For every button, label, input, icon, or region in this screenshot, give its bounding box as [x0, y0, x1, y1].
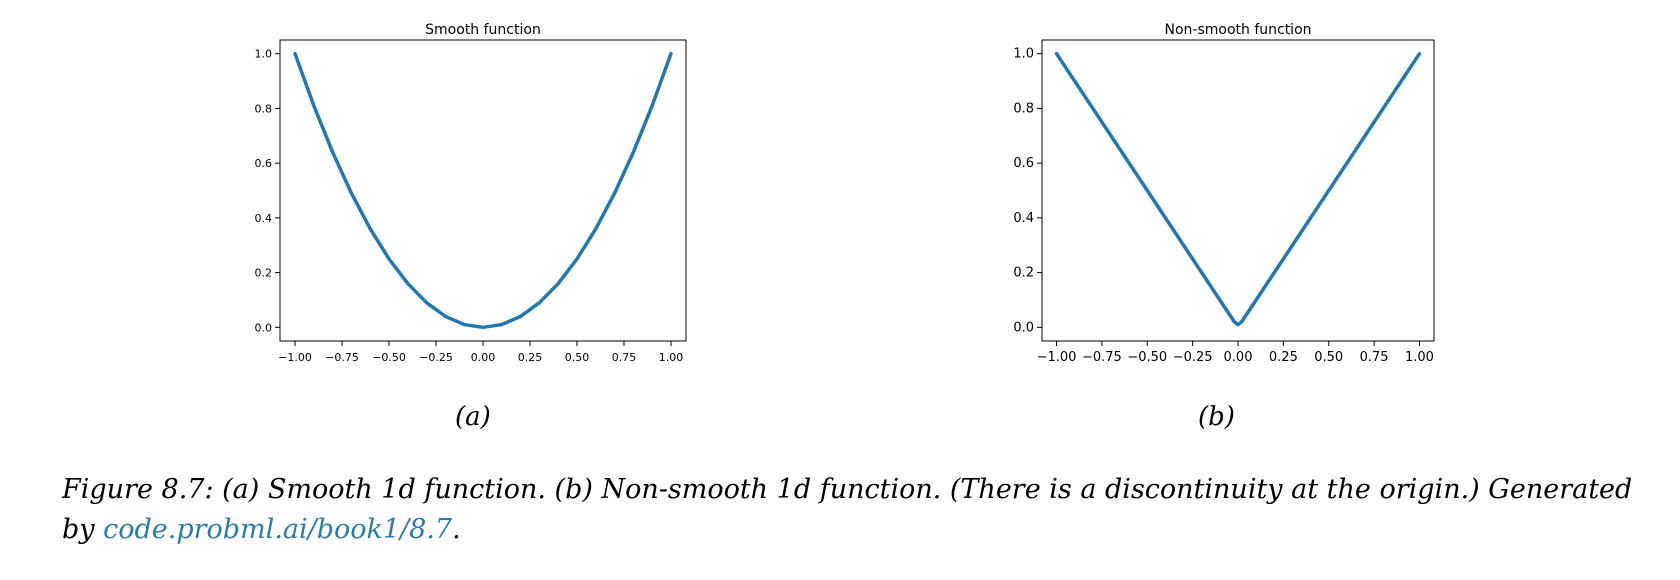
figure-caption: Figure 8.7: (a) Smooth 1d function. (b) …: [62, 470, 1662, 550]
smooth-function-chart: Smooth function −1.00 −0.75 −0.50 −0.25 0.00 0…: [230, 0, 710, 380]
x-tick-label: 0.25: [1269, 350, 1298, 365]
subfigure-label-b: (b): [1198, 402, 1235, 432]
y-tick-label: 0.0: [1013, 320, 1034, 335]
y-tick-label: 0.2: [1013, 266, 1034, 281]
caption-text: Figure 8.7: (a) Smooth 1d function. (b) …: [62, 474, 1633, 545]
y-tick-label: 0.8: [255, 102, 273, 115]
x-tick-label: −1.00: [278, 351, 312, 364]
caption-end: .: [452, 514, 461, 545]
y-tick-label: 0.4: [255, 212, 273, 225]
x-tick-label: 1.00: [1405, 350, 1434, 365]
x-tick-label: −0.50: [372, 351, 406, 364]
y-tick-label: 1.0: [255, 48, 273, 61]
y-tick-label: 0.2: [255, 267, 273, 280]
x-tick-label: −0.50: [1127, 350, 1167, 365]
x-tick-label: 0.50: [565, 351, 590, 364]
series-line-0: [293, 51, 673, 330]
non-smooth-function-chart: Non-smooth function −1.00 −0.75 −0.50 −0.25 0…: [980, 0, 1460, 380]
caption-link[interactable]: code.probml.ai/book1/8.7: [103, 514, 453, 545]
chart-title: Smooth function: [425, 22, 541, 38]
x-tick-label: 0.75: [1360, 350, 1389, 365]
non-smooth-function-plot: Non-smooth function −1.00 −0.75 −0.50 −0.25 0…: [1013, 22, 1435, 365]
plot-frame: [1041, 39, 1435, 342]
x-tick-label: 0.50: [1314, 350, 1343, 365]
x-tick-label: −0.75: [1082, 350, 1122, 365]
y-tick-label: 1.0: [1013, 47, 1034, 62]
subfigure-label-a: (a): [455, 402, 491, 432]
y-tick-label: 0.6: [1013, 156, 1034, 171]
x-tick-label: −1.00: [1037, 350, 1077, 365]
y-tick-label: 0.8: [1013, 101, 1034, 116]
x-tick-label: −0.25: [1173, 350, 1213, 365]
plot-frame: [279, 39, 687, 342]
smooth-function-plot: Smooth function −1.00 −0.75 −0.50 −0.25 0.00 0…: [255, 22, 687, 364]
x-tick-label: −0.25: [419, 351, 453, 364]
y-tick-label: 0.0: [255, 321, 273, 334]
y-tick-label: 0.6: [255, 157, 273, 170]
x-tick-label: −0.75: [325, 351, 359, 364]
y-tick-label: 0.4: [1013, 211, 1034, 226]
x-tick-label: 0.00: [471, 351, 496, 364]
x-tick-label: 0.25: [518, 351, 543, 364]
x-tick-label: 0.00: [1224, 350, 1253, 365]
chart-title: Non-smooth function: [1164, 22, 1311, 38]
series-line-0: [1054, 51, 1422, 327]
x-tick-label: 1.00: [659, 351, 684, 364]
x-tick-label: 0.75: [612, 351, 637, 364]
